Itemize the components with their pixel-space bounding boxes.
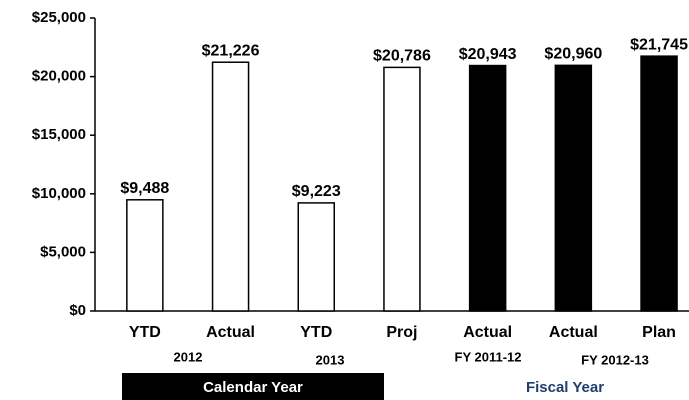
x-tick-label: Actual bbox=[549, 324, 598, 341]
x-tick-label: Actual bbox=[463, 324, 512, 341]
value-label: $21,226 bbox=[202, 42, 260, 59]
value-label: $20,786 bbox=[373, 48, 431, 65]
x-tick-label: Proj bbox=[386, 324, 417, 341]
sub-label: 2012 bbox=[174, 349, 203, 364]
group-label: Calendar Year bbox=[203, 379, 303, 396]
group-box bbox=[122, 373, 384, 400]
value-label: $9,488 bbox=[120, 180, 169, 197]
sub-label: 2013 bbox=[316, 352, 345, 367]
x-tick-label: YTD bbox=[300, 324, 332, 341]
y-tick-label: $10,000 bbox=[32, 185, 86, 202]
value-label: $9,223 bbox=[292, 183, 341, 200]
bar bbox=[126, 199, 164, 312]
y-tick-label: $15,000 bbox=[32, 126, 86, 143]
y-tick-label: $5,000 bbox=[40, 243, 86, 260]
group-label: Fiscal Year bbox=[526, 379, 604, 396]
sub-label: FY 2012-13 bbox=[581, 352, 649, 367]
bar bbox=[211, 61, 250, 312]
bar bbox=[554, 64, 593, 312]
y-tick-label: $25,000 bbox=[32, 9, 86, 26]
y-tick-label: $0 bbox=[69, 302, 86, 319]
bar bbox=[383, 66, 421, 312]
y-tick-label: $20,000 bbox=[32, 68, 86, 85]
x-tick-label: Plan bbox=[642, 324, 676, 341]
bar bbox=[297, 202, 335, 312]
bar bbox=[468, 64, 507, 312]
value-label: $21,745 bbox=[630, 36, 688, 53]
x-tick-label: Actual bbox=[206, 324, 255, 341]
value-label: $20,943 bbox=[459, 46, 517, 63]
value-label: $20,960 bbox=[544, 46, 602, 63]
bar bbox=[640, 55, 678, 312]
sub-label: FY 2011-12 bbox=[455, 349, 522, 364]
x-tick-label: YTD bbox=[129, 324, 161, 341]
